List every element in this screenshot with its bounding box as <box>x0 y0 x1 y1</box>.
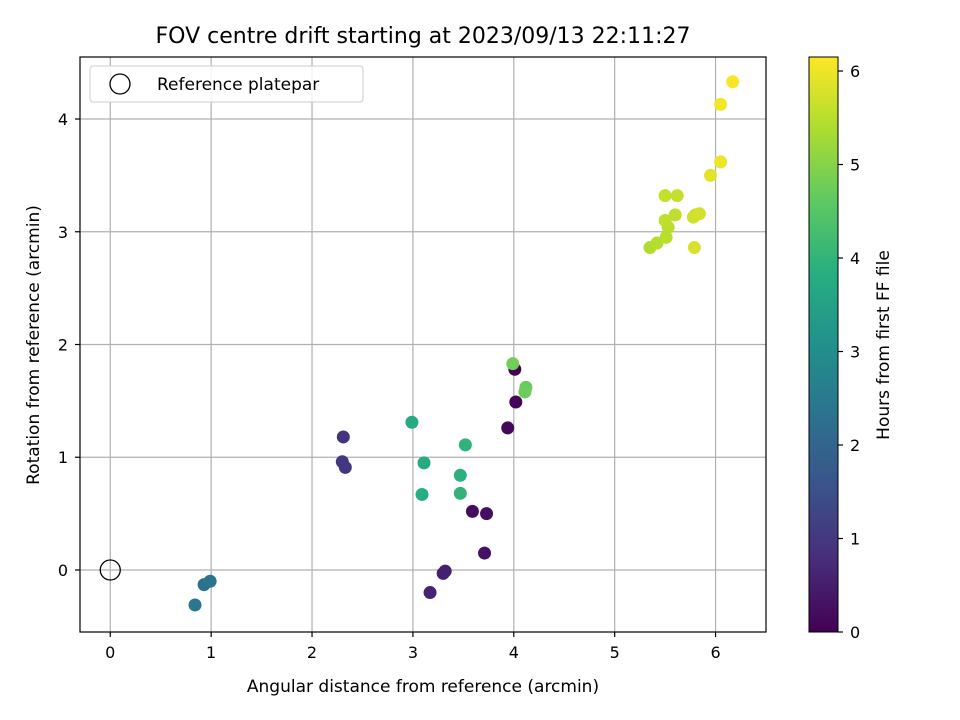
data-point <box>465 504 479 518</box>
data-point <box>436 566 450 580</box>
colorbar-tick-label: 5 <box>850 156 860 175</box>
grid <box>80 57 766 632</box>
data-points <box>188 75 740 612</box>
data-point <box>692 207 706 221</box>
x-tick-label: 5 <box>610 643 620 662</box>
chart-title: FOV centre drift starting at 2023/09/13 … <box>156 24 691 49</box>
y-tick-label: 4 <box>58 110 68 129</box>
data-point <box>478 546 492 560</box>
data-point <box>203 574 217 588</box>
x-axis-label: Angular distance from reference (arcmin) <box>247 677 599 697</box>
data-point <box>659 230 673 244</box>
y-tick-label: 3 <box>58 223 68 242</box>
data-point <box>687 241 701 255</box>
y-tick-label: 2 <box>58 336 68 355</box>
data-point <box>714 155 728 169</box>
x-tick-label: 1 <box>206 643 216 662</box>
x-tick-label: 0 <box>105 643 115 662</box>
legend-marker-icon <box>109 73 131 95</box>
y-axis-ticks: 0 1 2 3 4 <box>58 110 80 580</box>
colorbar-tick-label: 4 <box>850 249 860 268</box>
data-point <box>188 598 202 612</box>
data-point <box>417 456 431 470</box>
data-point <box>501 421 515 435</box>
legend-box <box>89 65 364 103</box>
x-tick-label: 4 <box>509 643 519 662</box>
x-tick-label: 3 <box>408 643 418 662</box>
colorbar-tick-label: 2 <box>850 436 860 455</box>
data-point <box>670 189 684 203</box>
legend: Reference platepar <box>89 65 364 103</box>
colorbar-ticks: 0 1 2 3 4 5 6 <box>838 62 860 642</box>
colorbar-tick-label: 6 <box>850 62 860 81</box>
data-point <box>336 430 350 444</box>
data-point <box>726 75 740 89</box>
y-axis-label: Rotation from reference (arcmin) <box>24 205 44 485</box>
x-axis-ticks: 0 1 2 3 4 5 6 <box>105 632 721 662</box>
data-point <box>704 168 718 182</box>
data-point <box>658 213 672 227</box>
data-point <box>453 486 467 500</box>
colorbar-tick-label: 3 <box>850 343 860 362</box>
x-tick-label: 2 <box>307 643 317 662</box>
data-point <box>453 468 467 482</box>
data-point <box>518 385 532 399</box>
x-tick-label: 6 <box>710 643 720 662</box>
data-point <box>338 460 352 474</box>
colorbar-gradient <box>808 56 839 633</box>
data-point <box>458 438 472 452</box>
data-point <box>480 507 494 521</box>
data-point <box>714 97 728 111</box>
y-tick-label: 0 <box>58 561 68 580</box>
colorbar-tick-label: 1 <box>850 530 860 549</box>
colorbar-tick-label: 0 <box>850 623 860 642</box>
reference-marker <box>99 559 121 581</box>
colorbar: 0 1 2 3 4 5 6 Hours from first FF file <box>808 56 894 642</box>
data-point <box>506 357 520 371</box>
y-tick-label: 1 <box>58 448 68 467</box>
legend-entry-reference: Reference platepar <box>157 75 319 95</box>
colorbar-label: Hours from first FF file <box>874 250 894 440</box>
data-point <box>415 487 429 501</box>
data-point <box>405 415 419 429</box>
data-point <box>668 208 682 222</box>
reference-marker-layer <box>99 559 121 581</box>
data-point <box>509 395 523 409</box>
data-point <box>658 189 672 203</box>
data-point <box>423 586 437 600</box>
